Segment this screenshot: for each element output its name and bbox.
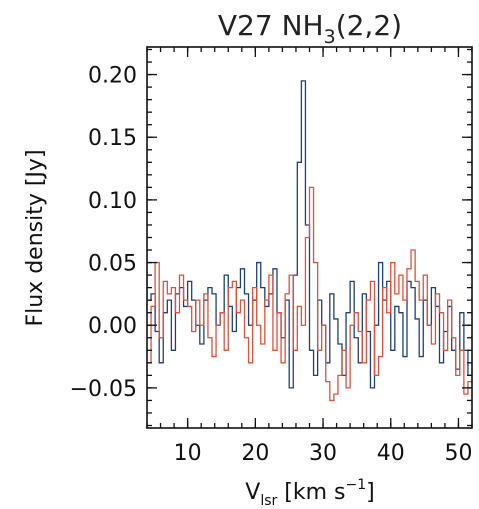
axis-ticks	[146, 47, 473, 428]
x-tick-label: 10	[174, 441, 202, 466]
y-tick-label: −0.05	[70, 377, 137, 402]
y-axis-label: Flux density [Jy]	[23, 149, 48, 326]
y-tick-label: 0.20	[88, 64, 137, 89]
x-tick-label: 20	[241, 441, 269, 466]
plot-area	[147, 80, 472, 402]
x-tick-labels: 10 20 30 40 50	[174, 441, 473, 466]
series-line-2	[147, 186, 472, 402]
xlabel-superscript: −1	[345, 477, 366, 493]
y-tick-label: 0.15	[88, 126, 137, 151]
y-tick-label: 0.00	[88, 314, 137, 339]
y-tick-labels: −0.05 0.00 0.05 0.10 0.15 0.20	[70, 64, 137, 402]
y-tick-label: 0.10	[88, 189, 137, 214]
xlabel-subscript: lsr	[260, 493, 277, 509]
x-tick-label: 50	[444, 441, 472, 466]
title-suffix: (2,2)	[336, 9, 402, 42]
xlabel-unit-open: [km s	[277, 480, 345, 505]
title-main: V27 NH	[218, 9, 324, 42]
xlabel-main: V	[245, 480, 260, 505]
x-tick-label: 40	[377, 441, 405, 466]
title-subscript: 3	[324, 26, 336, 48]
y-tick-label: 0.05	[88, 252, 137, 277]
series-line-1	[147, 80, 472, 389]
xlabel-unit-close: ]	[366, 480, 375, 505]
chart-title: V27 NH3(2,2)	[218, 9, 402, 48]
x-axis-label: Vlsr [km s−1]	[245, 477, 374, 509]
x-tick-label: 30	[309, 441, 337, 466]
